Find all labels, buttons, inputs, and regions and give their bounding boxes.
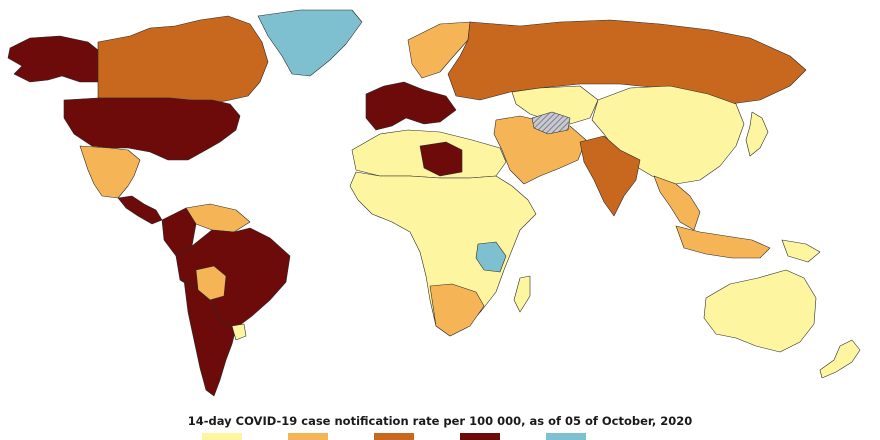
region-scandinavia [407,21,471,79]
region-indonesia [675,225,771,259]
legend-swatch-class4 [460,433,500,440]
world-choropleth-map [7,9,861,397]
legend-swatch-class2 [288,433,328,440]
region-libya [419,141,463,177]
region-hatched-central-asia [531,111,571,135]
region-west-europe [365,81,457,131]
region-uruguay [231,323,247,341]
region-south-africa [429,283,485,337]
region-venezuela [185,203,251,233]
legend-swatch-nodata [546,433,586,440]
legend-swatch-class3 [374,433,414,440]
region-canada [97,15,269,105]
region-australia [703,269,817,353]
region-new-zealand [819,339,861,379]
region-united-states [63,97,241,161]
region-africa [349,171,537,337]
region-mexico [79,145,141,199]
region-alaska [7,35,99,83]
region-tanzania [475,241,507,273]
legend-swatch-class1 [202,433,242,440]
region-greenland [257,9,363,77]
region-central-america [117,195,163,225]
map-caption: 14-day COVID-19 case notification rate p… [187,414,693,428]
region-argentina [183,279,237,397]
legend [0,433,880,440]
region-india [579,135,641,217]
region-japan [745,111,769,157]
region-kazakhstan [511,85,599,125]
region-southeast-asia [653,175,701,231]
region-madagascar [513,275,531,313]
region-papua [781,239,821,263]
